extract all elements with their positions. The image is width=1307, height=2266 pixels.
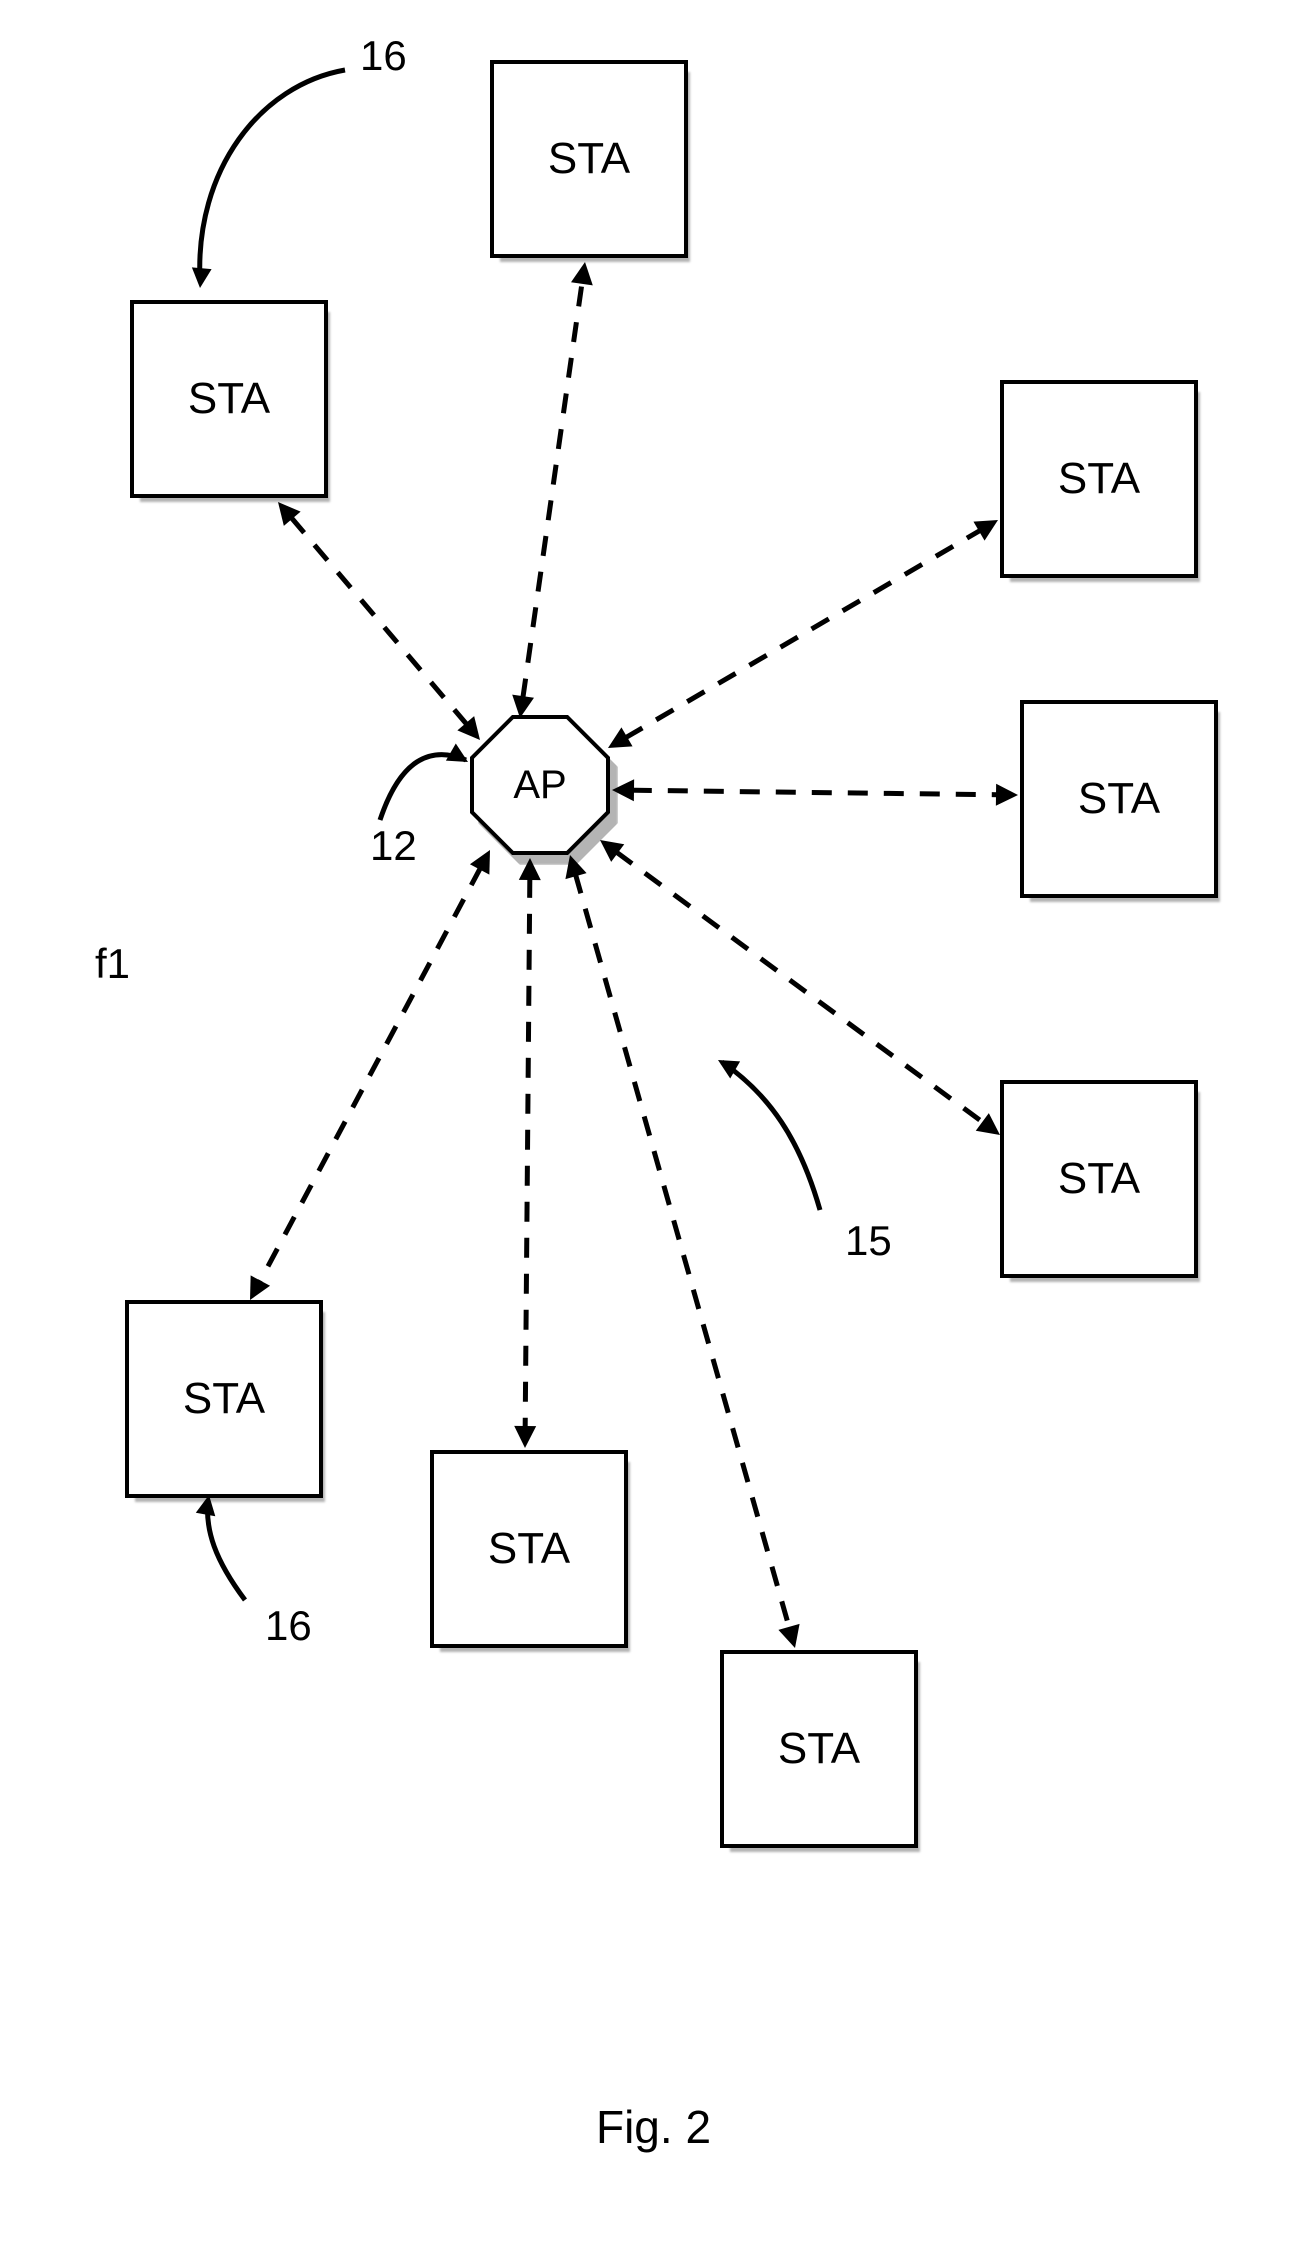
svg-text:16: 16 xyxy=(265,1602,312,1649)
f1-label: f1 xyxy=(95,940,130,988)
sta-label: STA xyxy=(548,134,630,184)
sta-node: STA xyxy=(1000,1080,1198,1278)
sta-label: STA xyxy=(1078,774,1160,824)
sta-label: STA xyxy=(1058,1154,1140,1204)
diagram-canvas: f1 AP STA STA STA STA STA STA STA STA xyxy=(0,0,1307,2266)
sta-node: STA xyxy=(125,1300,323,1498)
svg-text:12: 12 xyxy=(370,822,417,869)
sta-label: STA xyxy=(778,1724,860,1774)
sta-label: STA xyxy=(183,1374,265,1424)
sta-node: STA xyxy=(1000,380,1198,578)
sta-node: STA xyxy=(430,1450,628,1648)
sta-node: STA xyxy=(720,1650,918,1848)
sta-node: STA xyxy=(1020,700,1218,898)
svg-text:15: 15 xyxy=(845,1217,892,1264)
sta-label: STA xyxy=(488,1524,570,1574)
sta-label: STA xyxy=(188,374,270,424)
figure-caption: Fig. 2 xyxy=(596,2100,711,2154)
svg-text:16: 16 xyxy=(360,32,407,79)
sta-node: STA xyxy=(130,300,328,498)
sta-label: STA xyxy=(1058,454,1140,504)
ap-label: AP xyxy=(513,763,566,808)
sta-node: STA xyxy=(490,60,688,258)
